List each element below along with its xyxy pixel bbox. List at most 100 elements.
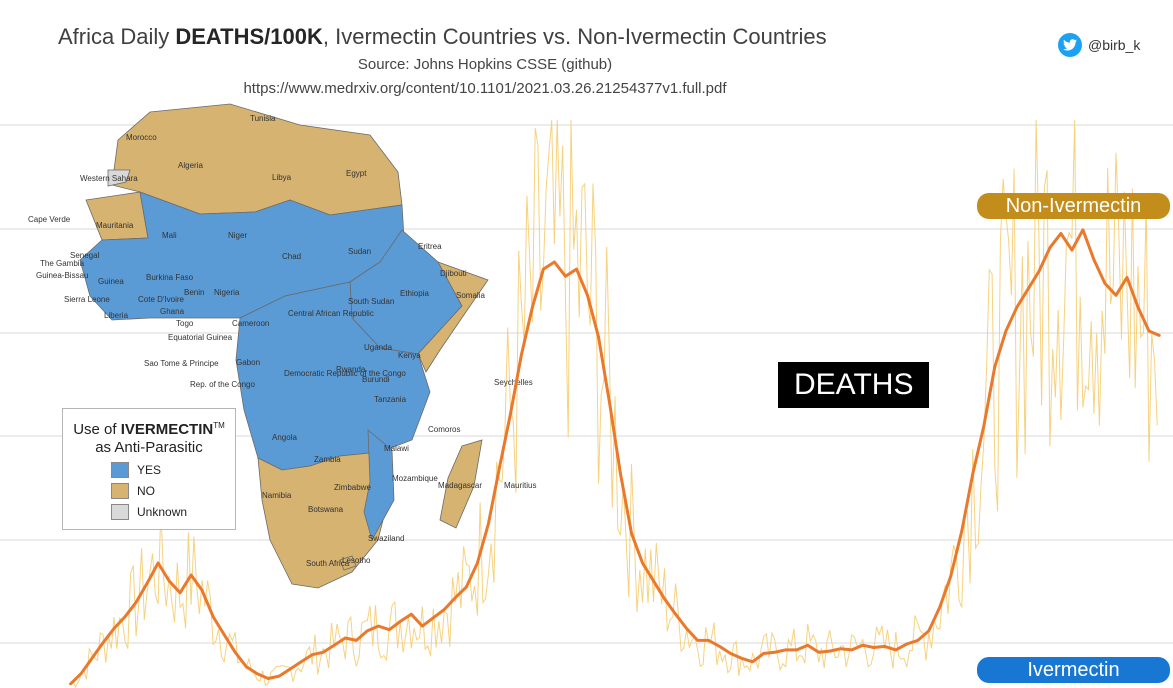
- map-label: Mali: [162, 231, 177, 240]
- data-point-non-ivermectin: [410, 613, 413, 616]
- data-point-non-ivermectin: [520, 354, 523, 356]
- map-label: Nigeria: [214, 288, 240, 297]
- map-label: Gabon: [236, 358, 260, 367]
- data-point-non-ivermectin: [124, 615, 126, 618]
- map-region-somalia: [417, 261, 489, 373]
- data-point-non-ivermectin: [1126, 276, 1128, 279]
- data-point-non-ivermectin: [641, 562, 644, 564]
- data-point-non-ivermectin: [872, 646, 875, 649]
- map-label: Burkina Faso: [146, 273, 194, 282]
- data-point-non-ivermectin: [377, 625, 380, 627]
- legend-label-non-ivermectin: Non-Ivermectin: [977, 193, 1170, 219]
- data-point-non-ivermectin: [355, 639, 358, 642]
- data-point-non-ivermectin: [1016, 306, 1018, 309]
- map-label: Western Sahara: [80, 174, 138, 183]
- data-point-non-ivermectin: [817, 651, 820, 654]
- data-point-non-ivermectin: [674, 613, 677, 616]
- data-point-non-ivermectin: [1005, 330, 1007, 332]
- map-label: Democratic Republic of the Congo: [284, 369, 406, 378]
- chart-source: Source: Johns Hopkins CSSE (github): [357, 56, 613, 73]
- data-point-non-ivermectin: [685, 627, 688, 630]
- map-label: Kenya: [398, 351, 421, 360]
- map-label: Swaziland: [368, 534, 404, 543]
- map-label: Tunisia: [250, 114, 276, 123]
- map-label: Zambia: [314, 455, 341, 464]
- map-label: South Africa: [306, 559, 350, 568]
- data-point-non-ivermectin: [729, 652, 732, 655]
- map-label: Botswana: [308, 505, 344, 514]
- map-label: Rep. of the Congo: [190, 380, 255, 389]
- map-label: Egypt: [346, 169, 367, 178]
- data-point-non-ivermectin: [311, 653, 314, 656]
- data-point-non-ivermectin: [1104, 282, 1106, 285]
- data-point-non-ivermectin: [718, 645, 721, 648]
- data-point-non-ivermectin: [608, 401, 611, 404]
- data-point-non-ivermectin: [1027, 288, 1029, 291]
- data-point-non-ivermectin: [322, 651, 325, 654]
- data-point-non-ivermectin: [784, 649, 787, 651]
- map-label: Tanzania: [374, 395, 407, 404]
- twitter-handle[interactable]: @birb_k: [1058, 33, 1140, 57]
- data-point-non-ivermectin: [344, 637, 347, 639]
- chart-url[interactable]: https://www.medrxiv.org/content/10.1101/…: [243, 80, 727, 97]
- data-point-non-ivermectin: [861, 644, 864, 646]
- data-point-non-ivermectin: [1082, 229, 1084, 231]
- data-point-non-ivermectin: [146, 582, 148, 585]
- data-point-non-ivermectin: [696, 639, 699, 642]
- data-point-non-ivermectin: [916, 639, 919, 642]
- map-label: Seychelles: [494, 378, 533, 387]
- map-label: Ethiopia: [400, 289, 429, 298]
- data-point-non-ivermectin: [597, 336, 600, 338]
- map-label: Mauritania: [96, 221, 134, 230]
- data-point-non-ivermectin: [289, 668, 292, 670]
- data-point-non-ivermectin: [542, 268, 545, 270]
- data-point-non-ivermectin: [498, 467, 501, 469]
- data-point-non-ivermectin: [421, 625, 424, 627]
- map-label: Equatorial Guinea: [168, 333, 233, 342]
- map-label: Namibia: [262, 491, 292, 500]
- data-point-non-ivermectin: [983, 425, 985, 428]
- map-label: Morocco: [126, 133, 157, 142]
- data-point-non-ivermectin: [994, 365, 996, 368]
- data-point-non-ivermectin: [950, 575, 952, 577]
- data-point-non-ivermectin: [443, 608, 446, 611]
- data-point-non-ivermectin: [190, 574, 192, 576]
- data-point-non-ivermectin: [927, 630, 930, 632]
- map-label: Cameroon: [232, 319, 269, 328]
- data-point-non-ivermectin: [1093, 258, 1095, 261]
- map-label: Central African Republic: [288, 309, 374, 318]
- data-point-non-ivermectin: [894, 649, 897, 651]
- map-label: Sierra Leone: [64, 295, 110, 304]
- data-point-non-ivermectin: [972, 473, 974, 475]
- data-point-non-ivermectin: [69, 683, 71, 686]
- map-label: Madagascar: [438, 481, 482, 490]
- data-point-non-ivermectin: [751, 661, 754, 663]
- data-point-non-ivermectin: [388, 628, 391, 631]
- series-line-non-ivermectin: [68, 228, 1161, 686]
- legend-item-yes: YES: [111, 462, 235, 478]
- legend-title: Use of IVERMECTINTM as Anti-Parasitic: [73, 421, 225, 456]
- map-label: Senegal: [70, 251, 100, 260]
- deaths-annotation: DEATHS: [778, 362, 930, 408]
- data-point-non-ivermectin: [762, 652, 765, 655]
- data-point-non-ivermectin: [91, 657, 93, 660]
- map-region-mauritania: [85, 191, 149, 241]
- data-point-non-ivermectin: [1115, 294, 1117, 297]
- map-label: Djibouti: [440, 269, 467, 278]
- data-point-non-ivermectin: [828, 650, 831, 652]
- data-point-non-ivermectin: [1049, 246, 1051, 249]
- map-region-central: [235, 281, 431, 471]
- data-point-non-ivermectin: [1038, 270, 1040, 273]
- data-point-non-ivermectin: [806, 644, 809, 646]
- map-legend: Use of IVERMECTINTM as Anti-Parasitic YE…: [62, 408, 236, 530]
- data-point-non-ivermectin: [465, 586, 468, 588]
- data-point-non-ivermectin: [1071, 249, 1073, 251]
- map-label: Rwanda: [336, 365, 366, 374]
- map-label: Guinea-Bissau: [36, 271, 88, 280]
- legend-item-unknown: Unknown: [111, 504, 235, 520]
- data-point-non-ivermectin: [399, 620, 402, 623]
- data-point-non-ivermectin: [179, 592, 181, 594]
- map-label: Comoros: [428, 425, 460, 434]
- data-point-non-ivermectin: [564, 275, 567, 278]
